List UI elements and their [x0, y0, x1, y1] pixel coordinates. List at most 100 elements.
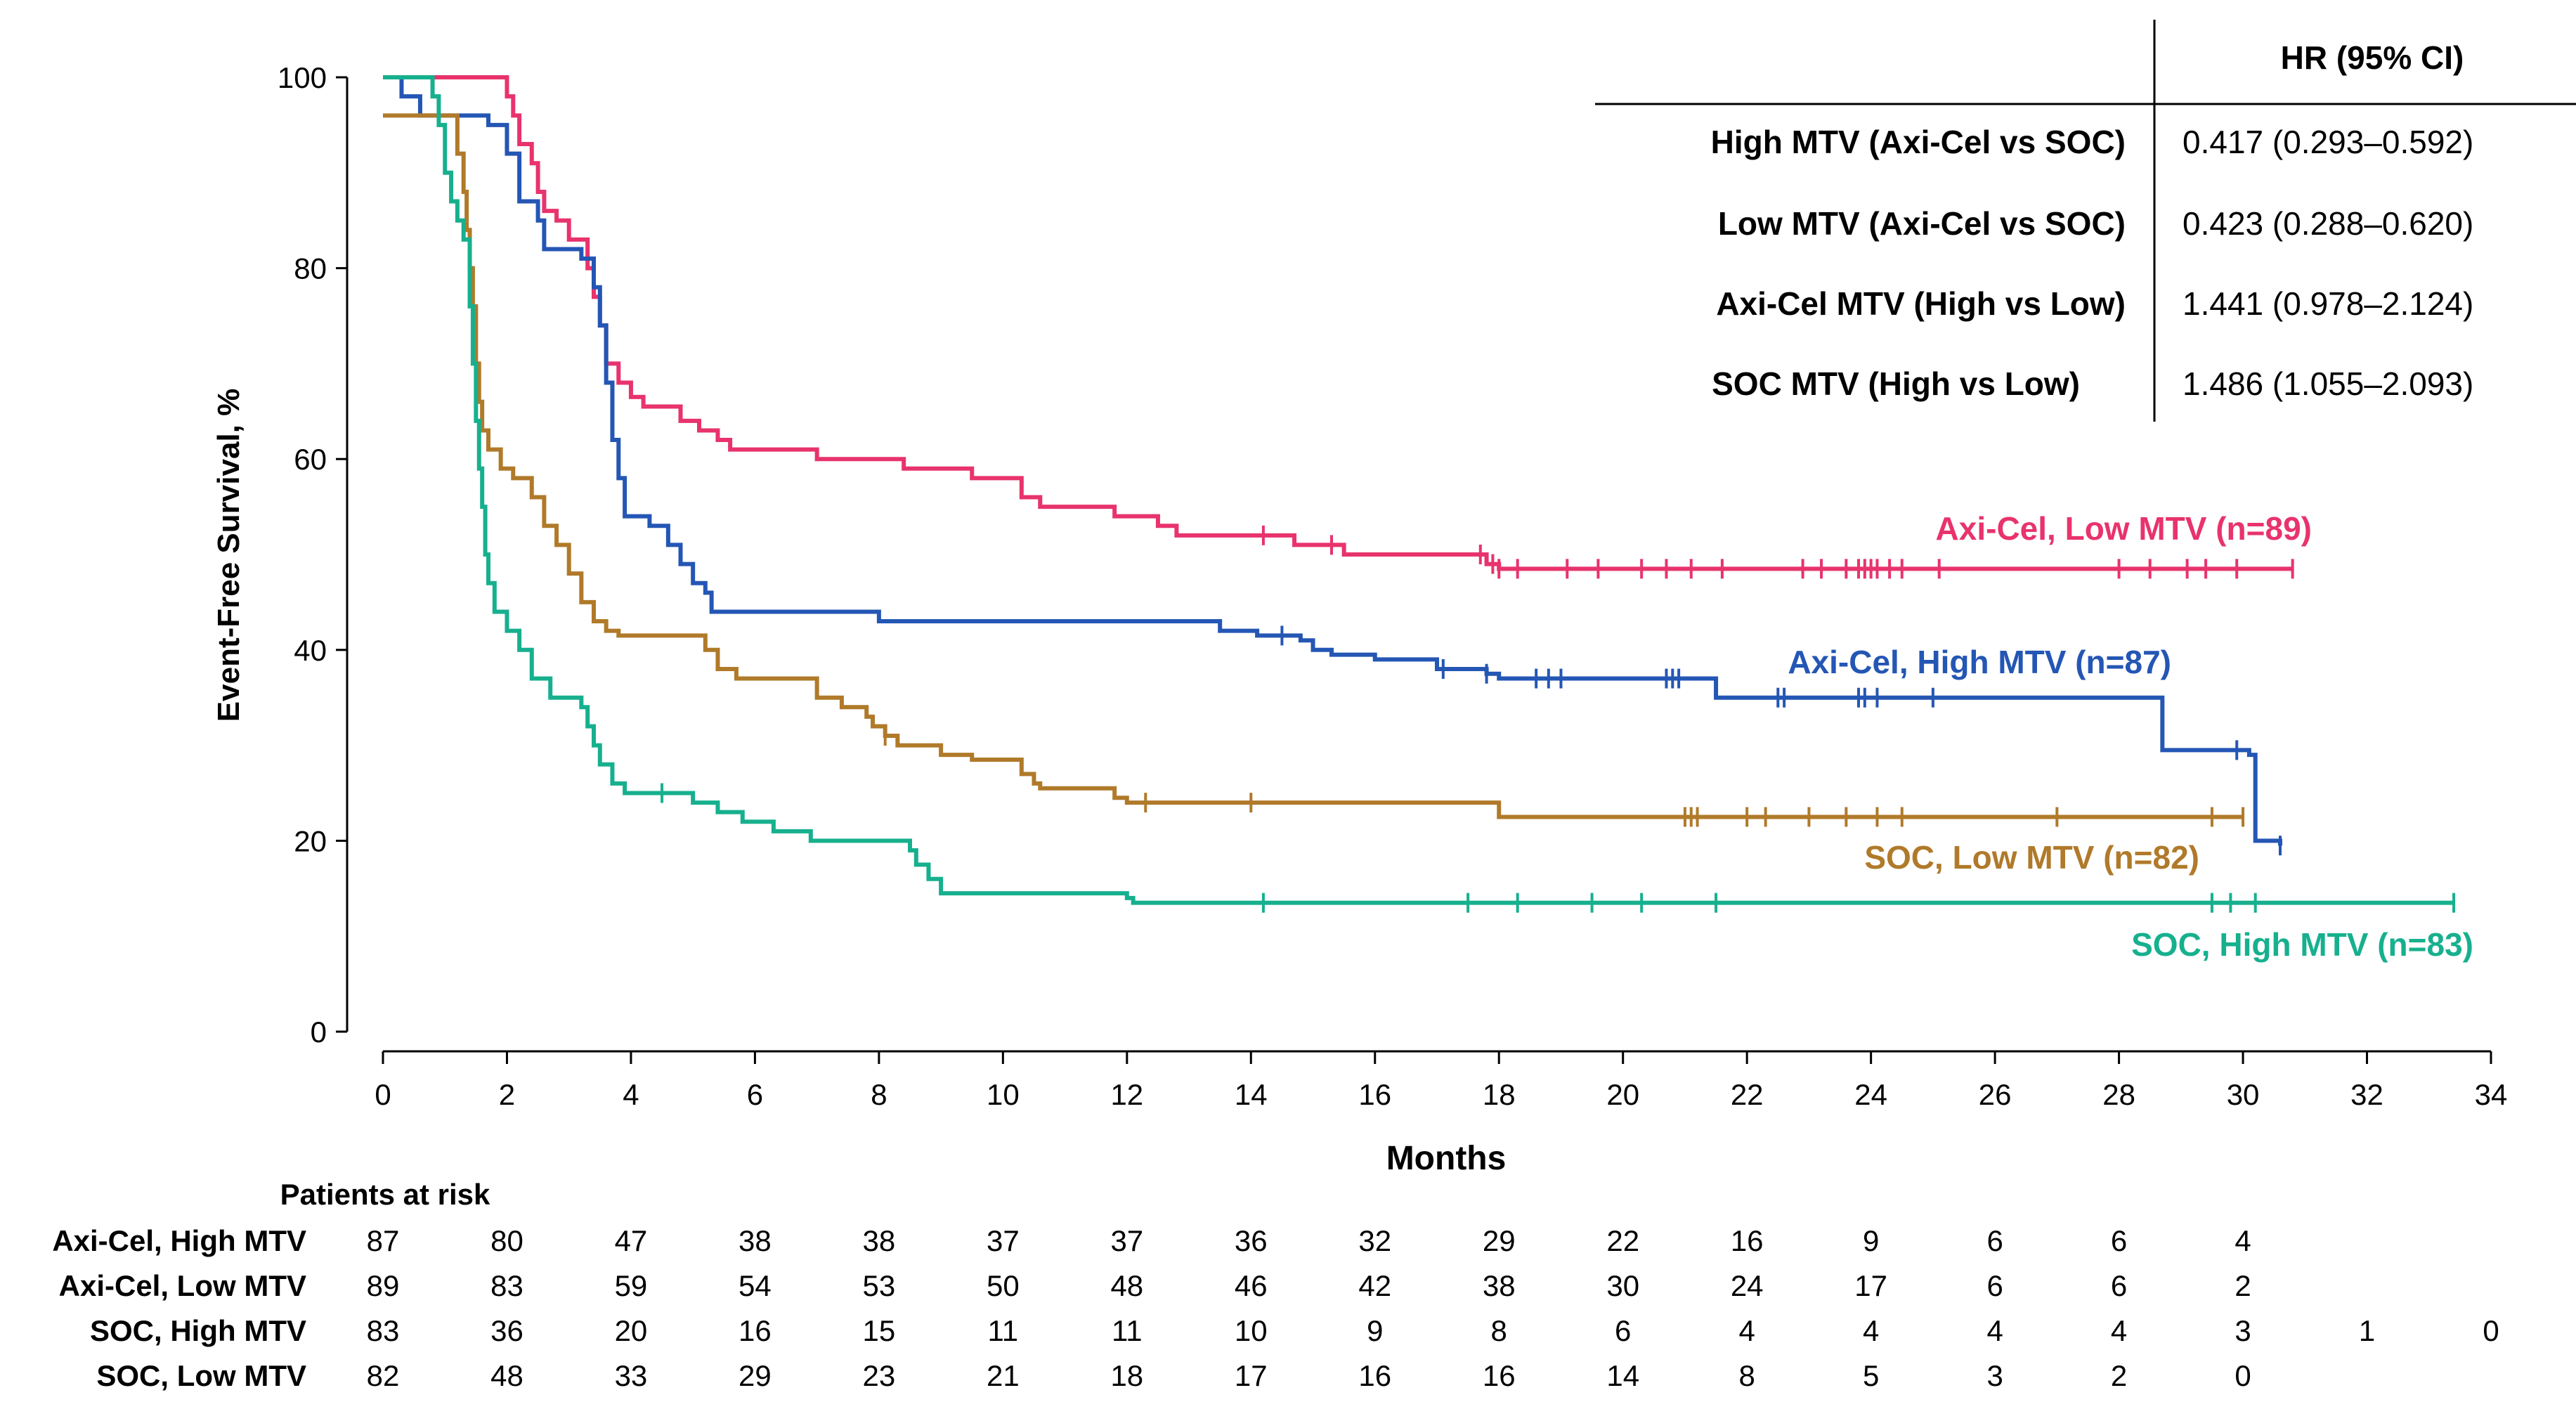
risk-table-title: Patients at risk — [280, 1178, 490, 1211]
risk-value: 38 — [863, 1224, 896, 1257]
y-tick-label: 40 — [294, 634, 327, 667]
risk-value: 4 — [2235, 1224, 2251, 1257]
risk-value: 46 — [1235, 1269, 1268, 1302]
x-tick-label: 18 — [1483, 1078, 1516, 1111]
x-tick-label: 30 — [2227, 1078, 2260, 1111]
risk-value: 17 — [1854, 1269, 1887, 1302]
risk-value: 83 — [367, 1314, 400, 1347]
risk-table: Patients at risk Axi-Cel, High MTV Axi-C… — [52, 1178, 2499, 1392]
risk-value: 5 — [1863, 1359, 1879, 1392]
series-layer — [383, 75, 2456, 913]
risk-value: 8 — [1738, 1359, 1755, 1392]
x-tick-label: 22 — [1731, 1078, 1764, 1111]
risk-value: 4 — [1863, 1314, 1879, 1347]
risk-value: 3 — [1986, 1359, 2003, 1392]
risk-value: 47 — [615, 1224, 648, 1257]
risk-value: 59 — [615, 1269, 648, 1302]
risk-value: 0 — [2235, 1359, 2251, 1392]
x-tick-label: 4 — [623, 1078, 639, 1111]
risk-value: 6 — [1986, 1224, 2003, 1257]
risk-value: 36 — [490, 1314, 523, 1347]
series-label-axicel-low: Axi-Cel, Low MTV (n=89) — [1936, 510, 2312, 547]
x-tick-label: 10 — [987, 1078, 1020, 1111]
risk-row-label: SOC, High MTV — [90, 1314, 306, 1347]
risk-value: 89 — [367, 1269, 400, 1302]
series-label-soc-low: SOC, Low MTV (n=82) — [1864, 839, 2199, 876]
risk-value: 16 — [1731, 1224, 1764, 1257]
risk-value: 42 — [1358, 1269, 1391, 1302]
survival-curve-axicel-low — [383, 75, 2293, 571]
risk-value: 48 — [1110, 1269, 1143, 1302]
risk-value: 14 — [1606, 1359, 1639, 1392]
risk-value: 18 — [1110, 1359, 1143, 1392]
risk-row-label: Axi-Cel, Low MTV — [59, 1269, 306, 1302]
x-tick-label: 14 — [1235, 1078, 1268, 1111]
x-tick-label: 28 — [2102, 1078, 2135, 1111]
y-axis-label: Event-Free Survival, % — [212, 389, 246, 722]
risk-value: 6 — [2111, 1269, 2127, 1302]
risk-value: 80 — [490, 1224, 523, 1257]
x-tick-label: 12 — [1110, 1078, 1143, 1111]
survival-curve-axicel-high — [383, 75, 2282, 846]
risk-value: 4 — [1738, 1314, 1755, 1347]
risk-value: 30 — [1606, 1269, 1639, 1302]
risk-value: 53 — [863, 1269, 896, 1302]
hr-row-label: Axi-Cel MTV (High vs Low) — [1716, 285, 2126, 322]
risk-value: 9 — [1367, 1314, 1383, 1347]
risk-value: 37 — [1110, 1224, 1143, 1257]
risk-value: 2 — [2235, 1269, 2251, 1302]
hr-row-value: 0.417 (0.293–0.592) — [2183, 124, 2473, 160]
risk-value: 87 — [367, 1224, 400, 1257]
x-tick-label: 24 — [1854, 1078, 1887, 1111]
risk-value: 11 — [1112, 1314, 1143, 1347]
risk-value: 29 — [1483, 1224, 1516, 1257]
y-tick-label: 0 — [311, 1015, 327, 1049]
risk-value: 50 — [987, 1269, 1020, 1302]
risk-value: 17 — [1235, 1359, 1268, 1392]
risk-value: 48 — [490, 1359, 523, 1392]
y-tick-label: 60 — [294, 443, 327, 476]
risk-value: 16 — [1483, 1359, 1516, 1392]
risk-value: 20 — [615, 1314, 648, 1347]
series-label-axicel-high: Axi-Cel, High MTV (n=87) — [1788, 644, 2171, 680]
risk-value: 54 — [739, 1269, 772, 1302]
risk-value: 33 — [615, 1359, 648, 1392]
series-labels: Axi-Cel, Low MTV (n=89) Axi-Cel, High MT… — [1788, 510, 2473, 963]
risk-value: 82 — [367, 1359, 400, 1392]
x-tick-label: 32 — [2350, 1078, 2383, 1111]
x-tick-label: 20 — [1606, 1078, 1639, 1111]
risk-value: 24 — [1731, 1269, 1764, 1302]
hr-row-value: 1.441 (0.978–2.124) — [2183, 285, 2473, 322]
y-ticks: 0 20 40 60 80 100 — [278, 61, 347, 1049]
risk-values: 87 80 47 38 38 37 37 36 32 29 22 16 9 6 6 489 83 59 54 53 50… — [367, 1224, 2499, 1392]
risk-value: 38 — [739, 1224, 772, 1257]
risk-value: 11 — [988, 1314, 1019, 1347]
risk-value: 6 — [1615, 1314, 1631, 1347]
y-tick-label: 20 — [294, 824, 327, 857]
hr-row-label: High MTV (Axi-Cel vs SOC) — [1711, 124, 2126, 160]
risk-value: 1 — [2359, 1314, 2375, 1347]
x-tick-label: 6 — [747, 1078, 763, 1111]
x-tick-label: 8 — [871, 1078, 887, 1111]
hr-table-header: HR (95% CI) — [2281, 39, 2464, 76]
hr-row-value: 0.423 (0.288–0.620) — [2183, 205, 2473, 242]
risk-value: 16 — [1358, 1359, 1391, 1392]
hr-row-value: 1.486 (1.055–2.093) — [2183, 365, 2473, 402]
risk-value: 9 — [1863, 1224, 1879, 1257]
risk-value: 2 — [2111, 1359, 2127, 1392]
x-ticks: 0 2 4 6 8 10 12 14 16 18 20 22 24 26 28 30 32 34 — [375, 1051, 2507, 1111]
risk-row-label: Axi-Cel, High MTV — [52, 1224, 306, 1257]
series-label-soc-high: SOC, High MTV (n=83) — [2131, 926, 2473, 963]
x-tick-label: 0 — [375, 1078, 391, 1111]
risk-value: 83 — [490, 1269, 523, 1302]
survival-curve-soc-high — [383, 75, 2454, 905]
hr-table: HR (95% CI) High MTV (Axi-Cel vs SOC) 0.… — [1595, 20, 2576, 422]
risk-value: 37 — [987, 1224, 1020, 1257]
hr-row-label: Low MTV (Axi-Cel vs SOC) — [1718, 205, 2126, 242]
risk-value: 15 — [863, 1314, 896, 1347]
risk-value: 21 — [987, 1359, 1020, 1392]
risk-value: 6 — [2111, 1224, 2127, 1257]
y-tick-label: 100 — [278, 61, 327, 94]
risk-value: 4 — [1986, 1314, 2003, 1347]
hr-row-label: SOC MTV (High vs Low) — [1712, 365, 2080, 402]
